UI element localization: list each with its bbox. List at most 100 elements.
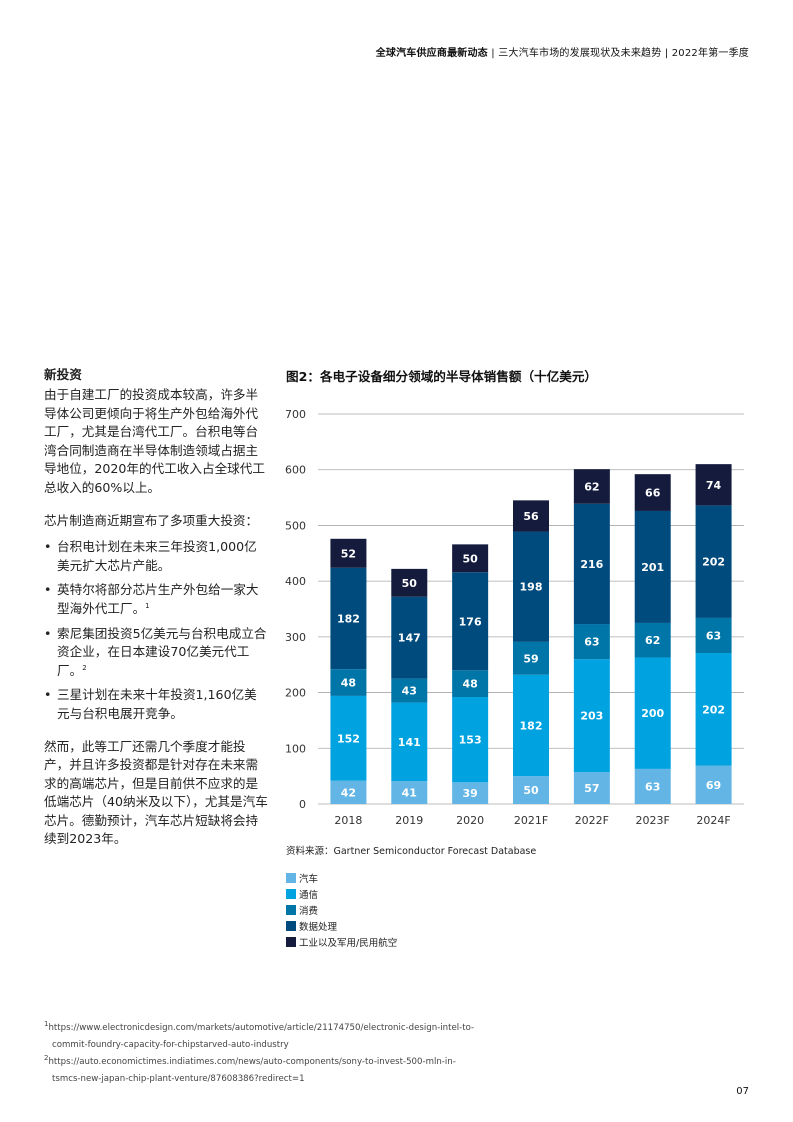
bar-value-label: 147 [398, 632, 421, 645]
y-tick-label: 700 [285, 408, 306, 421]
y-tick-label: 300 [285, 631, 306, 644]
bar-value-label: 182 [337, 612, 360, 625]
bar-value-label: 50 [523, 784, 539, 797]
bar-segment [330, 669, 367, 696]
bar-value-label: 198 [520, 581, 543, 594]
bar-segment [513, 500, 549, 532]
bar-segment [695, 617, 732, 654]
header-separator-2: | [661, 48, 672, 59]
legend-item: 汽车 [286, 870, 397, 886]
bar-segment [634, 510, 671, 623]
y-tick-label: 500 [285, 519, 306, 532]
list-item-text: 英特尔将部分芯片生产外包给一家大型海外代工厂。 [57, 582, 259, 616]
legend-label: 工业以及军用/民用航空 [299, 938, 398, 949]
bar-value-label: 50 [402, 577, 418, 590]
bar-segment [391, 678, 428, 703]
header-separator: | [487, 48, 499, 59]
bar-value-label: 62 [645, 634, 660, 647]
legend-item: 数据处理 [286, 918, 397, 934]
bar-segment [573, 772, 610, 804]
stacked-bar-chart: 0 100 200 300 400 500 600 700 42 152 48 182 52 2018 41… [285, 408, 744, 827]
bar-value-label: 203 [580, 710, 603, 723]
footnote-ref: 1 [145, 601, 150, 610]
footnote-1: 1https://www.electronicdesign.com/market… [44, 1020, 474, 1037]
legend-swatch [286, 889, 296, 899]
running-header: 全球汽车供应商最新动态 | 三大汽车市场的发展现状及未来趋势 | 2022年第一… [376, 44, 749, 59]
bar-segment [695, 765, 732, 804]
figure-source: 资料来源：Gartner Semiconductor Forecast Data… [286, 846, 537, 857]
x-tick-label: 2019 [395, 814, 423, 827]
footnote-2-cont[interactable]: tsmcs-new-japan-chip-plant-venture/87608… [52, 1074, 305, 1084]
bar-segment [330, 567, 367, 670]
left-text-column: 新投资 由于自建工厂的投资成本较高，许多半导体公司更倾向于将生产外包给海外代工厂… [44, 366, 268, 863]
legend-swatch [286, 937, 296, 947]
legend-label: 通信 [299, 890, 319, 901]
bar-segment [513, 641, 549, 675]
x-tick-label: 2022F [575, 814, 609, 827]
bar-segment [634, 657, 671, 769]
bar-value-label: 152 [337, 732, 360, 745]
bar-value-label: 69 [706, 779, 721, 792]
bar-value-label: 201 [641, 561, 664, 574]
bar-segment [391, 702, 428, 782]
footnote-ref: 2 [82, 663, 87, 672]
footnote-number: 2 [44, 1054, 49, 1063]
footnote-number: 1 [44, 1020, 49, 1029]
bar-value-label: 63 [584, 636, 599, 649]
x-tick-label: 2021F [514, 814, 548, 827]
y-tick-label: 600 [285, 464, 306, 477]
figure-title: 图2：各电子设备细分领域的半导体销售额（十亿美元） [286, 369, 598, 384]
legend-label: 汽车 [299, 874, 319, 885]
x-tick-label: 2018 [334, 814, 362, 827]
list-item-text: 台积电计划在未来三年投资1,000亿美元扩大芯片产能。 [57, 539, 257, 573]
bar-value-label: 52 [341, 547, 356, 560]
legend-item: 通信 [286, 886, 397, 902]
header-report-title: 全球汽车供应商最新动态 [375, 48, 488, 59]
bar-value-label: 41 [402, 787, 417, 800]
bar-value-label: 74 [706, 479, 722, 492]
bar-segment [391, 596, 428, 679]
y-tick-label: 200 [285, 687, 306, 700]
bar-segment [391, 568, 428, 597]
legend-swatch [286, 905, 296, 915]
bar-value-label: 42 [341, 786, 356, 799]
bar-value-label: 182 [520, 719, 543, 732]
list-item: 英特尔将部分芯片生产外包给一家大型海外代工厂。1 [44, 581, 268, 618]
bar-segment [573, 659, 610, 773]
bar-segment [452, 544, 489, 573]
bar-segment [452, 572, 489, 671]
bar-segment [452, 670, 489, 698]
bar-value-label: 56 [523, 510, 539, 523]
chart-legend: 汽车通信消费数据处理工业以及军用/民用航空 [286, 870, 397, 950]
bar-value-label: 202 [702, 556, 725, 569]
footnote-link[interactable]: https://www.electronicdesign.com/markets… [48, 1023, 475, 1033]
bar-value-label: 141 [398, 736, 421, 749]
legend-label: 数据处理 [299, 922, 338, 933]
paragraph-1: 由于自建工厂的投资成本较高，许多半导体公司更倾向于将生产外包给海外代工厂，尤其是… [44, 387, 265, 495]
bar-value-label: 39 [462, 787, 477, 800]
bar-segment [513, 531, 549, 642]
legend-label: 消费 [299, 906, 319, 917]
list-item-text: 三星计划在未来十年投资1,160亿美元与台积电展开竞争。 [57, 687, 257, 721]
bar-segment [513, 776, 549, 804]
investment-list: 台积电计划在未来三年投资1,000亿美元扩大芯片产能。 英特尔将部分芯片生产外包… [44, 538, 268, 723]
legend-swatch [286, 873, 296, 883]
legend-item: 消费 [286, 902, 397, 918]
bar-value-label: 200 [641, 707, 664, 720]
header-section-title: 三大汽车市场的发展现状及未来趋势 [498, 48, 662, 59]
bar-segment [634, 474, 671, 511]
y-tick-label: 100 [285, 742, 306, 755]
bar-value-label: 216 [580, 558, 603, 571]
bar-value-label: 63 [706, 629, 721, 642]
bar-segment [452, 782, 489, 804]
footnote-link[interactable]: https://auto.economictimes.indiatimes.co… [48, 1057, 456, 1067]
bar-segment [695, 505, 732, 618]
bar-value-label: 202 [702, 703, 725, 716]
bar-segment [330, 695, 367, 781]
header-period: 2022年第一季度 [671, 48, 749, 59]
bar-segment [634, 768, 671, 804]
footnote-1-cont[interactable]: commit-foundry-capacity-for-chipstarved-… [52, 1040, 289, 1050]
legend-swatch [286, 921, 296, 931]
footnotes: 1https://www.electronicdesign.com/market… [44, 1020, 474, 1088]
page-number: 07 [736, 1086, 749, 1097]
